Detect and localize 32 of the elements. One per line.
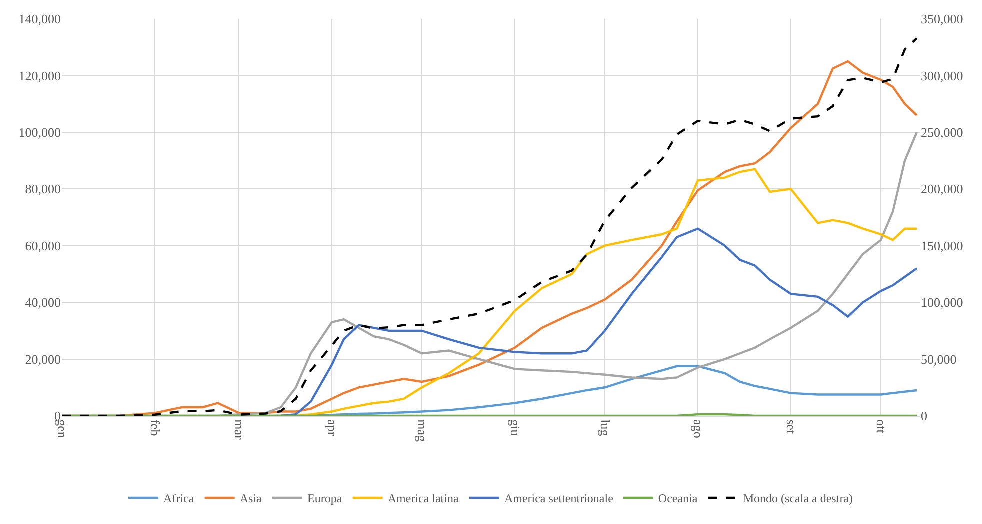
y-tick-label: 80,000	[25, 182, 61, 197]
legend-label: Oceania	[658, 492, 698, 506]
line-series	[280, 228, 918, 416]
y-tick-label: 40,000	[25, 295, 61, 310]
y-tick-label: 60,000	[25, 238, 61, 254]
x-tick-label: mar	[232, 420, 247, 440]
legend-label: America settentrionale	[504, 492, 614, 506]
x-tick-label: ott	[874, 420, 889, 434]
y-tick-label: 100,000	[18, 124, 61, 140]
y2-tick-label: 250,000	[921, 124, 964, 140]
legend-label: America latina	[388, 492, 460, 506]
x-tick-label: apr	[324, 420, 340, 437]
legend-label: Asia	[240, 492, 262, 506]
legend-label: Mondo (scala a destra)	[743, 492, 854, 506]
x-tick-label: set	[784, 420, 799, 434]
y-tick-label: 140,000	[18, 12, 61, 27]
legend-label: Europa	[307, 492, 343, 506]
x-tick-label: giu	[508, 420, 523, 437]
y2-tick-label: 150,000	[921, 238, 964, 254]
x-tick-label: feb	[148, 420, 163, 436]
x-tick-label: mag	[414, 420, 430, 442]
y2-tick-label: 350,000	[921, 12, 964, 27]
y-tick-label: 20,000	[25, 352, 61, 367]
y2-tick-label: 0	[921, 408, 928, 424]
y2-tick-label: 100,000	[921, 295, 964, 310]
legend-label: Africa	[164, 492, 195, 506]
y2-tick-label: 200,000	[921, 182, 964, 197]
x-tick-label: lug	[598, 420, 613, 437]
y2-tick-label: 300,000	[921, 68, 964, 84]
y2-tick-label: 50,000	[921, 352, 957, 367]
y-tick-label: 120,000	[18, 68, 61, 84]
x-tick-label: ago	[690, 420, 706, 438]
